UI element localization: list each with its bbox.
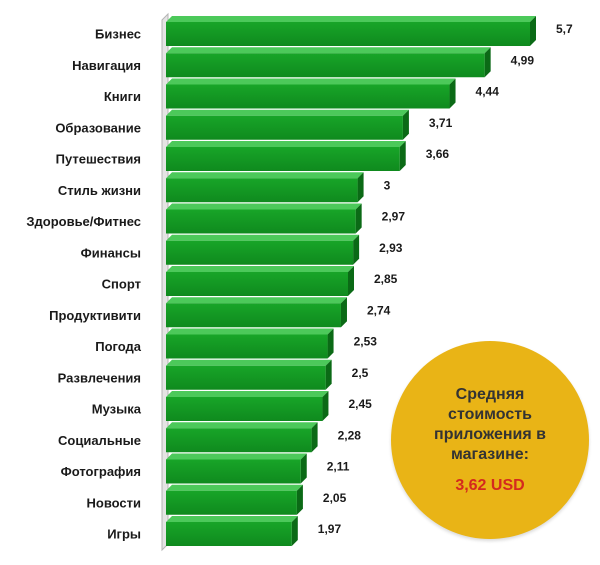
value-label: 3 (384, 178, 391, 192)
bar-side-face (325, 359, 332, 390)
bar (166, 115, 403, 140)
category-label: Путешествия (56, 152, 141, 167)
value-label: 3,71 (429, 116, 453, 130)
bar (166, 428, 312, 453)
category-label: Новости (86, 495, 141, 510)
bar-top-face (166, 109, 409, 116)
bar (166, 365, 326, 390)
category-label: Игры (107, 527, 141, 542)
bar-top-face (166, 516, 298, 522)
bar-top-face (166, 47, 491, 54)
bar-top-face (166, 453, 307, 460)
bar-side-face (300, 453, 307, 484)
bar-side-face (402, 109, 409, 140)
bar-top-face (166, 359, 332, 366)
category-label: Образование (55, 120, 141, 135)
value-label: 2,28 (338, 428, 362, 442)
bar-top-face (166, 78, 456, 85)
bar-side-face (348, 266, 354, 296)
bar-side-face (353, 234, 360, 265)
value-label: 4,44 (476, 85, 500, 99)
bar (166, 22, 530, 46)
value-label: 1,97 (318, 522, 342, 536)
value-label: 2,45 (348, 397, 372, 411)
value-label: 2,11 (327, 460, 350, 474)
bar (166, 240, 354, 265)
bar (166, 397, 323, 421)
bar-side-face (484, 47, 491, 78)
bar-side-face (357, 172, 364, 203)
category-label: Спорт (102, 277, 141, 292)
bar (166, 334, 328, 359)
bar (166, 209, 356, 234)
bar-top-face (166, 422, 318, 429)
bars-layer (166, 16, 536, 546)
category-label: Стиль жизни (58, 183, 141, 198)
bar-side-face (296, 484, 303, 515)
value-label: 3,66 (426, 147, 450, 161)
bar-top-face (166, 16, 536, 22)
bar-top-face (166, 234, 360, 241)
bar (166, 178, 358, 203)
value-label: 5,7 (556, 22, 573, 36)
bar (166, 303, 341, 328)
bar (166, 147, 400, 171)
bar-top-face (166, 484, 303, 491)
category-label: Социальные (58, 433, 141, 448)
badge-text: Средняя стоимость приложения в магазине: (434, 386, 546, 463)
bar-top-face (166, 141, 406, 147)
bar-side-face (291, 516, 298, 546)
average-price-badge: Средняя стоимость приложения в магазине:… (391, 341, 589, 539)
value-label: 2,93 (379, 241, 403, 255)
category-label: Фотография (61, 464, 141, 479)
bar-side-face (399, 141, 406, 171)
badge-value: 3,62 USD (455, 477, 525, 494)
bar-top-face (166, 172, 364, 179)
category-label: Книги (104, 89, 141, 104)
value-label: 2,53 (354, 335, 378, 349)
bar-top-face (166, 328, 334, 335)
bar (166, 522, 292, 546)
category-label: Продуктивити (49, 308, 141, 323)
value-label: 2,05 (323, 491, 347, 505)
bar (166, 53, 485, 78)
bar (166, 490, 297, 515)
bar (166, 459, 301, 484)
category-label: Навигация (72, 58, 141, 73)
labels-layer: Бизнес 5,7 Навигация 4,99 Книги 4,44 Образован… (26, 22, 573, 542)
bar-side-face (449, 78, 456, 109)
bar (166, 272, 348, 296)
bar-side-face (355, 203, 362, 234)
bar-side-face (322, 391, 329, 421)
bar-side-face (327, 328, 334, 359)
category-label: Здоровье/Фитнес (26, 214, 141, 229)
category-label: Погода (95, 339, 142, 354)
category-label: Развлечения (58, 370, 141, 385)
bar-top-face (166, 391, 329, 397)
category-label: Финансы (81, 245, 141, 260)
bar-top-face (166, 203, 362, 210)
bar-top-face (166, 266, 354, 272)
value-label: 2,5 (352, 366, 369, 380)
category-label: Музыка (92, 402, 142, 417)
value-label: 2,97 (382, 210, 406, 224)
bar-side-face (311, 422, 318, 453)
bar-side-face (340, 297, 347, 328)
value-label: 2,74 (367, 303, 391, 317)
bar (166, 84, 450, 109)
value-label: 2,85 (374, 272, 398, 286)
value-label: 4,99 (511, 53, 535, 67)
bar-top-face (166, 297, 347, 304)
category-label: Бизнес (95, 27, 141, 42)
bar-side-face (530, 16, 536, 46)
